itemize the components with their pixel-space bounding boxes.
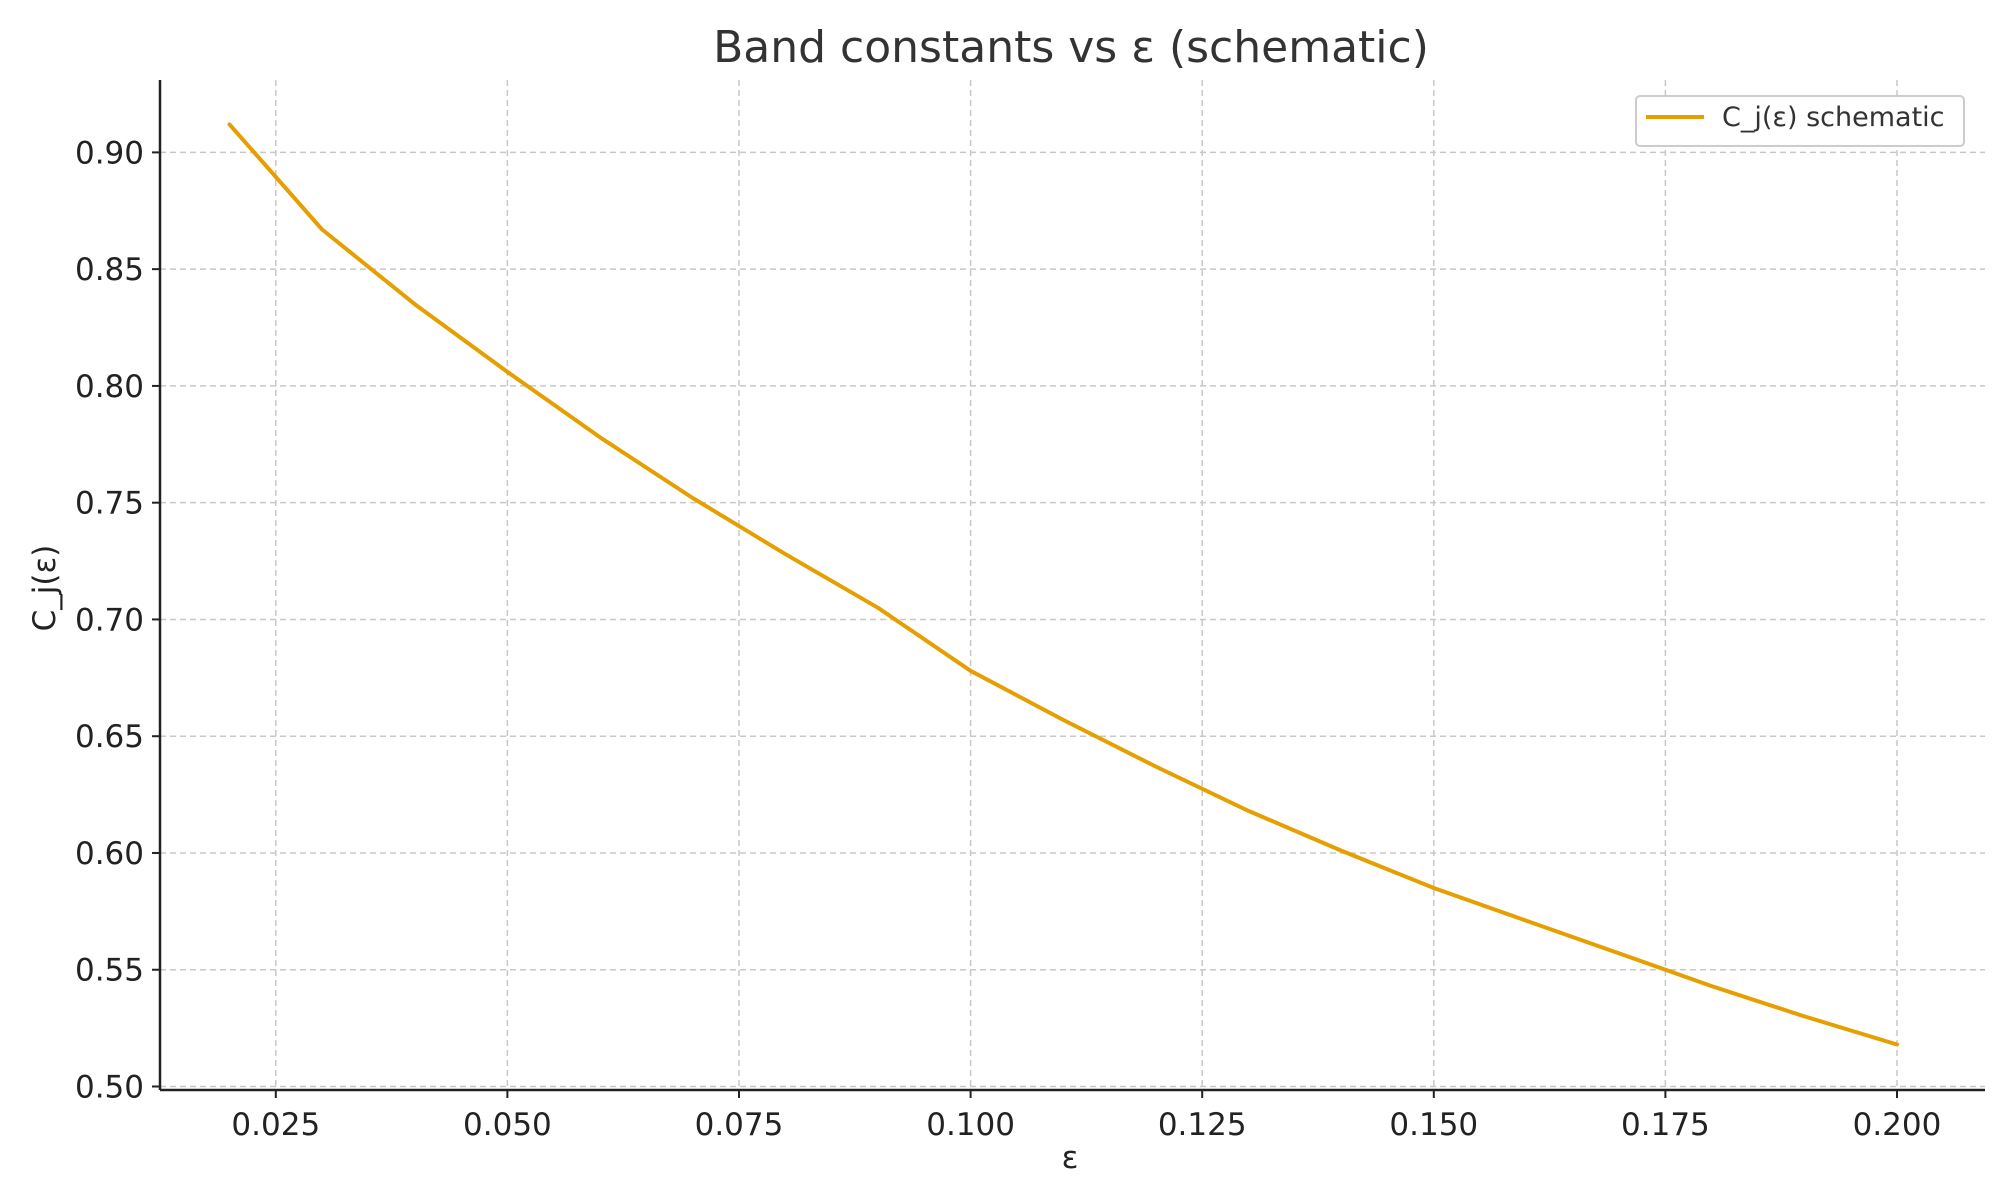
grid-layer <box>160 80 1985 1090</box>
y-tick-label: 0.60 <box>75 836 144 872</box>
x-tick-label: 0.200 <box>1853 1107 1942 1143</box>
y-tick-label: 0.90 <box>75 135 144 171</box>
legend: C_j(ε) schematic <box>1635 95 1965 147</box>
x-tick-label: 0.175 <box>1621 1107 1710 1143</box>
y-axis-label: C_j(ε) <box>27 545 63 632</box>
x-tick-label: 0.125 <box>1158 1107 1247 1143</box>
series-layer <box>227 122 1899 1047</box>
ticks-layer: 0.025 0.050 0.075 0.100 0.125 0.150 0.175 0.200… <box>75 135 1941 1143</box>
series-line-0 <box>227 122 1899 1047</box>
axes-layer <box>158 80 1985 1092</box>
legend-label: C_j(ε) schematic <box>1722 102 1945 133</box>
legend-box <box>1635 95 1965 147</box>
y-tick-label: 0.70 <box>75 602 144 638</box>
y-tick-label: 0.85 <box>75 252 144 288</box>
x-tick-label: 0.150 <box>1389 1107 1478 1143</box>
y-tick-label: 0.80 <box>75 369 144 405</box>
y-tick-label: 0.75 <box>75 486 144 522</box>
x-axis-label: ε <box>1062 1140 1079 1176</box>
y-tick-label: 0.65 <box>75 719 144 755</box>
x-tick-label: 0.075 <box>695 1107 784 1143</box>
chart-title: Band constants vs ε (schematic) <box>713 22 1429 73</box>
x-tick-label: 0.100 <box>926 1107 1015 1143</box>
y-tick-label: 0.50 <box>75 1069 144 1105</box>
x-tick-label: 0.025 <box>231 1107 320 1143</box>
x-tick-label: 0.050 <box>463 1107 552 1143</box>
y-tick-label: 0.55 <box>75 953 144 989</box>
